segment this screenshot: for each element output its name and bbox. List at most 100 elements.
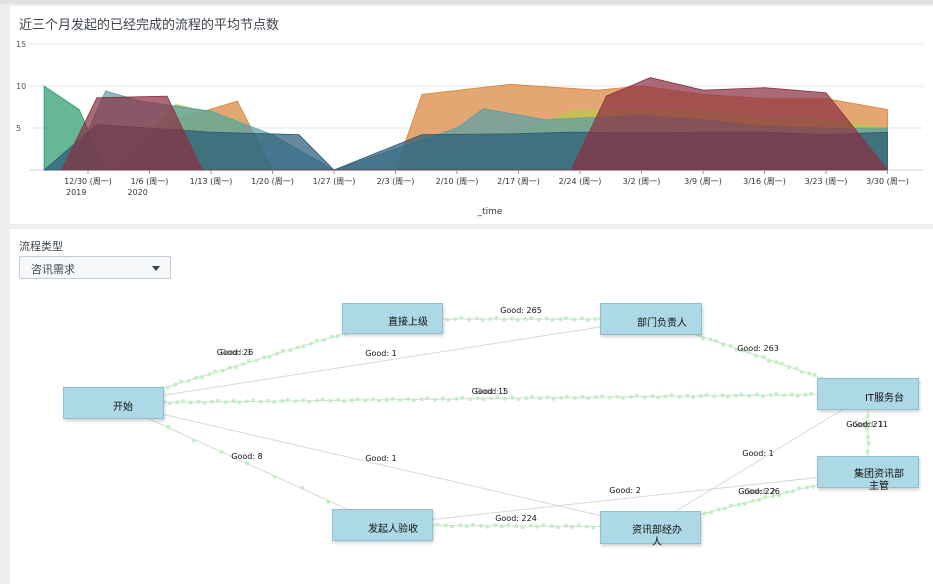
node-start[interactable]: 开始 [63, 387, 164, 419]
flow-particle [411, 398, 416, 403]
flow-particle [779, 361, 784, 366]
process-type-dropdown[interactable]: 咨讯需求 [19, 256, 171, 279]
flow-particle [371, 397, 376, 402]
top-bar [0, 0, 933, 4]
flow-particle [755, 392, 760, 397]
x-tick-label: 1/13 (周一) [190, 177, 233, 186]
flow-particle [419, 397, 424, 402]
flow-particle [246, 359, 251, 363]
x-tick-label: 1/20 (周一) [251, 177, 294, 186]
flow-particle [196, 399, 201, 404]
flow-particle [799, 370, 804, 375]
flow-particle [691, 395, 696, 400]
flow-particle [754, 353, 759, 358]
flow-particle [398, 398, 403, 403]
flow-particle [663, 394, 668, 399]
y-tick-label: 10 [16, 82, 26, 91]
flow-particle [453, 317, 458, 321]
y-tick-label: 15 [16, 40, 26, 49]
flow-particle [866, 420, 871, 425]
flow-particle [704, 392, 709, 397]
flow-edge[interactable] [113, 318, 652, 404]
edge-label: Good: 211 [846, 420, 888, 429]
chart-title: 近三个月发起的已经完成的流程的平均节点数 [19, 18, 280, 33]
flow-particle [721, 342, 726, 347]
flow-particle [599, 394, 604, 399]
flow-particle [586, 396, 591, 401]
flow-particle [621, 395, 626, 400]
flow-particle [811, 484, 816, 489]
area-series[interactable] [60, 77, 889, 171]
flow-particle [761, 355, 766, 360]
edge-label: Good: 2 [744, 487, 775, 496]
flow-particle [795, 393, 800, 398]
flow-particle [510, 395, 515, 400]
flow-particle [634, 393, 639, 398]
flow-particle [774, 360, 779, 365]
flow-particle [233, 365, 238, 370]
flow-particle [746, 350, 751, 355]
node-label: 部门负责人 [637, 318, 687, 329]
area-chart: 15 10 5 12/30 (周一) 2019 1/6 (周一) 2020 1/13 (周一)… [16, 40, 923, 217]
flow-particle [576, 523, 581, 528]
flow-particle [865, 449, 870, 454]
node-it[interactable]: IT服务台 [817, 378, 919, 410]
flow-particle [280, 348, 285, 353]
flow-particle [506, 522, 511, 527]
flow-particle [166, 424, 171, 429]
flow-particle [493, 523, 498, 528]
flow-particle [376, 398, 381, 403]
node-group[interactable]: 集团资讯部主管 [817, 456, 919, 492]
flow-edge[interactable] [381, 471, 869, 526]
flow-particle [549, 524, 554, 529]
flow-particle [656, 395, 661, 400]
flow-edge[interactable] [649, 393, 869, 528]
flow-particle [300, 485, 305, 490]
flow-particle [285, 397, 290, 402]
flow-particle [272, 474, 277, 479]
flow-particle [489, 396, 494, 401]
flow-particle [747, 393, 752, 398]
flow-particle [558, 317, 563, 321]
flow-particle [757, 498, 761, 502]
flow-particle [794, 366, 799, 371]
flow-particle [787, 365, 792, 370]
flow-particle [349, 398, 354, 403]
flow-particle [701, 336, 706, 341]
flow-edge[interactable] [113, 402, 651, 528]
flow-particle [494, 316, 499, 320]
flow-particle [192, 438, 196, 443]
x-axis-label: _time [477, 207, 503, 217]
flow-particle [607, 395, 612, 400]
x-tick-label: 3/23 (周一) [805, 177, 848, 186]
flow-particle [642, 395, 647, 400]
flow-particle [328, 398, 333, 403]
flow-particle [520, 525, 525, 530]
edge-label: Good: 1 [365, 349, 396, 358]
flow-particle [445, 318, 450, 322]
flow-particle [726, 394, 730, 399]
flow-particle [529, 316, 534, 320]
flow-particle [712, 394, 717, 399]
node-initiator[interactable]: 发起人验收 [332, 509, 433, 541]
flow-particle [450, 524, 455, 529]
flow-particle [685, 393, 690, 398]
flow-particle [564, 316, 569, 320]
flow-particle [790, 392, 794, 397]
node-dept[interactable]: 部门负责人 [600, 303, 702, 335]
flow-particle [530, 395, 535, 399]
flow-particle [199, 375, 204, 380]
flow-particle [809, 391, 814, 396]
flow-particle [212, 369, 217, 374]
node-agent[interactable]: 资讯部经办人 [600, 511, 701, 548]
node-direct[interactable]: 直接上级 [342, 303, 443, 334]
flow-particle [502, 317, 506, 322]
flow-particle [737, 502, 741, 507]
flow-particle [179, 379, 183, 384]
edge-label: Good: 1 [742, 449, 773, 458]
flow-particle [301, 344, 306, 349]
flow-particle [335, 334, 340, 339]
flow-particle [523, 317, 528, 321]
flow-particle [320, 397, 325, 402]
flow-particle [570, 524, 575, 529]
